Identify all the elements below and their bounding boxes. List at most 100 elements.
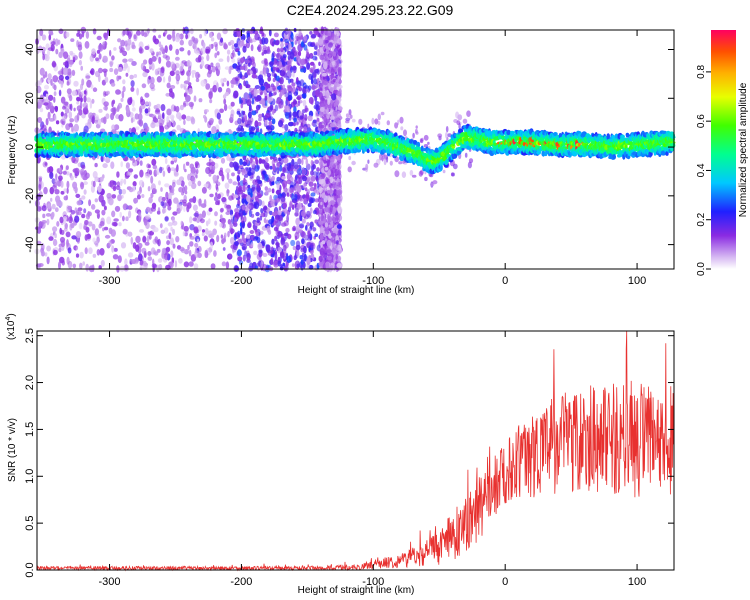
spectrogram-noise-point bbox=[307, 115, 313, 122]
spectrogram-noise-point bbox=[194, 242, 199, 248]
spectrogram-noise-point bbox=[100, 155, 104, 163]
spectrogram-noise-point bbox=[319, 73, 323, 81]
spectrogram-noise-point bbox=[164, 29, 168, 35]
spectrogram-noise-point bbox=[159, 166, 163, 174]
spectrogram-noise-point bbox=[212, 228, 218, 236]
spectrogram-noise-point bbox=[65, 123, 71, 131]
spectrogram-noise-point bbox=[98, 108, 103, 113]
spectrogram-noise-point bbox=[292, 122, 296, 127]
spectrogram-noise-point bbox=[170, 250, 174, 258]
spectrogram-noise-point bbox=[133, 174, 138, 179]
spectrogram-noise-point bbox=[138, 41, 144, 49]
spectrogram-noise-point bbox=[128, 210, 132, 219]
spectrogram-noise-point bbox=[129, 74, 134, 80]
spectrogram-noise-point bbox=[105, 90, 110, 95]
spectrogram-noise-point bbox=[273, 159, 279, 163]
spectrogram-noise-point bbox=[272, 85, 276, 91]
spectrogram-noise-point bbox=[177, 203, 183, 212]
spectrogram-noise-point bbox=[247, 188, 253, 196]
spectrogram-noise-point bbox=[299, 118, 304, 124]
spectrogram-noise-point bbox=[319, 209, 323, 215]
spectrogram-noise-point bbox=[289, 51, 295, 60]
spectrogram-noise-point bbox=[200, 47, 206, 55]
spectrogram-noise-point bbox=[114, 205, 121, 212]
spectrogram-noise-point bbox=[76, 32, 80, 37]
spectrogram-noise-point bbox=[53, 249, 58, 256]
spectrogram-noise-point bbox=[386, 156, 389, 163]
spectrogram-noise-point bbox=[324, 102, 328, 110]
spectrogram-noise-point bbox=[73, 80, 79, 87]
spectrogram-noise-point bbox=[42, 53, 45, 61]
spectrogram-noise-point bbox=[291, 82, 296, 87]
spectrogram-noise-point bbox=[281, 66, 285, 71]
spectrogram-noise-point bbox=[321, 50, 324, 56]
spectrogram-noise-point bbox=[318, 179, 324, 185]
spectrogram-noise-point bbox=[122, 58, 128, 63]
spectrogram-noise-point bbox=[49, 172, 54, 179]
spectrogram-noise-point bbox=[45, 213, 52, 217]
spectrogram-noise-point bbox=[142, 71, 148, 78]
spectrogram-noise-point bbox=[329, 122, 336, 128]
spectrogram-noise-point bbox=[118, 188, 123, 195]
spectrogram-noise-point bbox=[162, 76, 166, 83]
spectrogram-noise-point bbox=[239, 238, 243, 243]
spectrogram-noise-point bbox=[126, 172, 130, 176]
spectrogram-noise-point bbox=[175, 70, 180, 76]
spectrogram-noise-point bbox=[256, 175, 261, 182]
spectrogram-noise-point bbox=[271, 181, 275, 186]
spectrogram-noise-point bbox=[319, 233, 324, 241]
spectrogram-noise-point bbox=[60, 180, 64, 188]
spectrogram-noise-point bbox=[237, 256, 243, 262]
spectrogram-noise-point bbox=[336, 197, 341, 204]
spectrogram-noise-point bbox=[83, 125, 89, 134]
spectrogram-noise-point bbox=[176, 112, 182, 120]
spectrogram-noise-point bbox=[260, 208, 264, 214]
spectrogram-noise-point bbox=[222, 77, 227, 83]
spectrogram-noise-point bbox=[287, 55, 291, 60]
spectrogram-noise-point bbox=[70, 38, 75, 42]
spectrogram-noise-point bbox=[351, 160, 356, 166]
spectrogram-noise-point bbox=[379, 153, 383, 161]
spectrogram-noise-point bbox=[157, 238, 161, 247]
spectrogram-noise-point bbox=[282, 167, 287, 174]
spectrogram-noise-point bbox=[53, 96, 56, 103]
spectrogram-noise-point bbox=[47, 73, 52, 81]
spectrogram-noise-point bbox=[78, 59, 82, 66]
spectrogram-noise-point bbox=[269, 177, 275, 182]
spectrogram-noise-point bbox=[158, 41, 162, 48]
spectrogram-noise-point bbox=[258, 158, 262, 165]
spectrogram-noise-point bbox=[298, 176, 303, 185]
spectrogram-noise-point bbox=[201, 210, 206, 218]
spectrogram-noise-point bbox=[258, 249, 263, 254]
spectrogram-noise-point bbox=[141, 194, 145, 198]
spectrogram-noise-point bbox=[287, 121, 294, 127]
spectrogram-noise-point bbox=[315, 177, 319, 182]
spectrogram-noise-point bbox=[43, 84, 50, 90]
spectrogram-noise-point bbox=[39, 78, 43, 86]
spectrogram-noise-point bbox=[316, 166, 320, 171]
spectrogram-noise-point bbox=[427, 141, 430, 145]
spectrogram-noise-point bbox=[270, 66, 274, 72]
spectrogram-noise-point bbox=[319, 67, 324, 74]
spectrogram-noise-point bbox=[118, 66, 123, 72]
spectrogram-noise-point bbox=[282, 61, 288, 66]
spectrogram-noise-point bbox=[137, 215, 142, 223]
spectrogram-noise-point bbox=[106, 216, 112, 225]
spectrogram-noise-point bbox=[164, 45, 168, 54]
spectrogram-noise-point bbox=[63, 216, 68, 221]
spectrogram-noise-point bbox=[277, 246, 283, 253]
spectrogram-noise-point bbox=[80, 97, 83, 103]
spectrogram-noise-point bbox=[236, 110, 241, 115]
spectrogram-noise-point bbox=[276, 176, 281, 182]
spectrogram-noise-point bbox=[261, 113, 265, 118]
spectrogram-noise-point bbox=[97, 43, 104, 52]
spectrogram-noise-point bbox=[64, 101, 69, 106]
spectrogram-noise-point bbox=[81, 164, 86, 170]
spectrogram-noise-point bbox=[251, 73, 257, 79]
spectrogram-noise-point bbox=[456, 120, 461, 126]
spectrogram-noise-point bbox=[338, 214, 343, 221]
spectrogram-noise-point bbox=[200, 59, 205, 67]
spectrogram-noise-point bbox=[276, 182, 281, 189]
spectrogram-noise-point bbox=[105, 113, 110, 120]
spectrogram-noise-point bbox=[327, 169, 331, 176]
